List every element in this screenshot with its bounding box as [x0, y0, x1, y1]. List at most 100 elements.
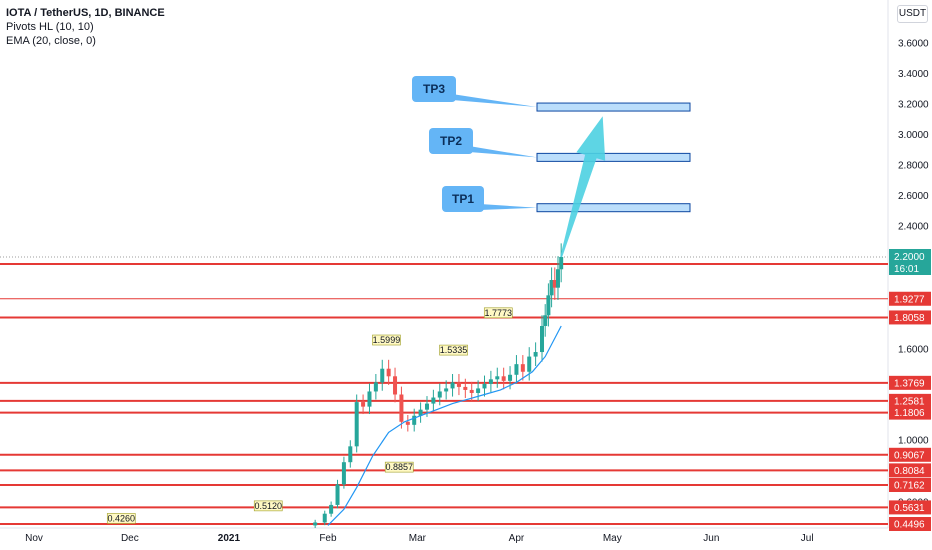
candle-body [444, 388, 449, 392]
candle-body [313, 522, 318, 526]
candle-body [399, 394, 404, 422]
chart-legend: IOTA / TetherUS, 1D, BINANCE Pivots HL (… [6, 6, 165, 48]
sr-price-badge [889, 310, 931, 325]
pivot-label-box [483, 307, 513, 319]
candle-body [424, 403, 429, 410]
candle-body [348, 446, 353, 463]
sr-price-badge [889, 500, 931, 515]
pivot-label-box [372, 334, 401, 346]
sr-price-badge-label: 1.3769 [894, 378, 925, 389]
candle-body [418, 409, 423, 416]
y-tick-label: 2.8000 [898, 161, 929, 172]
target-callout-pointer [452, 94, 537, 108]
pivot-label: 1.7773 [485, 308, 513, 318]
candle-body [367, 391, 372, 407]
pivot-label-box [106, 513, 136, 524]
y-tick-label: 3.0000 [898, 130, 929, 141]
sr-price-badge [889, 517, 931, 531]
candle-body [361, 402, 366, 407]
candle-body [463, 386, 468, 390]
pivot-label: 0.8857 [385, 462, 413, 472]
y-tick-label: 3.6000 [898, 39, 929, 50]
sr-price-badge-label: 0.9067 [894, 450, 925, 461]
x-tick-label: Feb [319, 533, 337, 544]
sr-price-badge-label: 1.9277 [894, 294, 925, 305]
y-tick-label: 2.4000 [898, 222, 929, 233]
candle-body [373, 382, 378, 392]
candle-body [476, 388, 481, 393]
sr-price-badge [889, 393, 931, 408]
target-callout-pointer [469, 146, 537, 158]
x-tick-label: Nov [25, 533, 43, 544]
candle-body [540, 326, 545, 353]
target-callout-label: TP3 [423, 82, 445, 96]
candle-body [335, 484, 340, 505]
x-tick-label: Mar [409, 533, 427, 544]
candle-body [437, 391, 442, 398]
sr-price-badge [889, 478, 931, 492]
pivot-label-box [439, 344, 468, 356]
candle-body [431, 397, 436, 404]
candle-body [405, 421, 410, 425]
sr-price-badge [889, 375, 931, 390]
candle-body [543, 315, 548, 326]
sr-price-badge-label: 0.5631 [894, 503, 925, 514]
sr-price-badge-label: 1.2581 [894, 396, 925, 407]
y-tick-label: 3.2000 [898, 100, 929, 111]
target-callout-tp2 [429, 128, 473, 154]
x-tick-label: Jun [703, 533, 719, 544]
current-price-label: 2.2000 [894, 252, 925, 263]
target-callout-pointer [480, 204, 537, 210]
y-tick-label: 1.6000 [898, 345, 929, 356]
y-tick-label: 1.0000 [898, 436, 929, 447]
sr-price-badge-label: 1.8058 [894, 313, 925, 324]
legend-title: IOTA / TetherUS, 1D, BINANCE [6, 7, 165, 19]
pivot-label: 1.5999 [373, 335, 401, 345]
y-tick-label: 2.6000 [898, 191, 929, 202]
candle-body [386, 368, 391, 377]
candle-body [508, 374, 513, 381]
target-zone-tp2 [536, 152, 691, 162]
currency-label[interactable]: USDT [897, 5, 928, 23]
candle-body [329, 504, 334, 514]
pivot-label-box [384, 461, 414, 473]
x-tick-label: 2021 [218, 533, 241, 544]
candle-body [549, 280, 554, 296]
pivot-label: 1.5335 [440, 345, 468, 355]
current-price-timer: 16:01 [894, 264, 919, 275]
candle-body [495, 376, 500, 380]
ema-line [327, 325, 562, 526]
sr-price-badge [889, 447, 931, 462]
x-tick-label: Apr [509, 533, 525, 544]
candle-body [527, 356, 532, 372]
target-zone-tp3 [536, 102, 691, 112]
candle-body [412, 415, 417, 425]
pivot-label-box [253, 500, 283, 512]
candle-body [380, 368, 385, 383]
candle-body [501, 376, 506, 381]
x-tick-label: Dec [121, 533, 139, 544]
candle-body [514, 364, 519, 375]
candle-body [552, 280, 557, 288]
candle-body [341, 462, 346, 485]
sr-price-badge-label: 0.4496 [894, 520, 925, 531]
candle-body [456, 382, 461, 387]
sr-price-badge [889, 463, 931, 478]
candle-body [520, 364, 525, 372]
sr-price-badge-label: 0.7162 [894, 481, 925, 492]
x-tick-label: Jul [801, 533, 814, 544]
legend-indicator-ema: EMA (20, close, 0) [6, 35, 96, 47]
sr-price-badge [889, 405, 931, 420]
candle-body [559, 257, 564, 270]
candle-body [469, 389, 474, 393]
candle-body [482, 383, 487, 389]
target-callout-label: TP1 [452, 192, 474, 206]
legend-indicator-pivots: Pivots HL (10, 10) [6, 21, 94, 33]
target-callout-label: TP2 [440, 134, 462, 148]
candle-body [546, 295, 551, 316]
candle-body [354, 402, 359, 447]
target-callout-tp1 [442, 186, 484, 212]
candle-body [450, 382, 455, 389]
sr-price-badge-label: 0.8084 [894, 466, 925, 477]
